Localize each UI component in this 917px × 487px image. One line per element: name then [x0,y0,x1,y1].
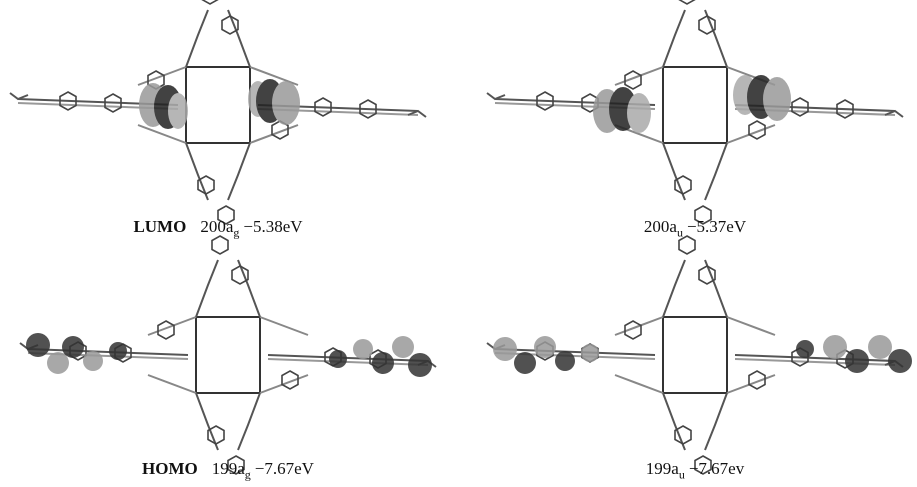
caption: HOMO 199ag −7.67eV [142,459,314,482]
orbital-name: HOMO [142,459,198,478]
label: 199a [212,459,245,478]
caption: 199au −7.67ev [646,459,744,482]
orbital-images [0,0,917,487]
energy: −7.67ev [689,459,744,478]
energy: −5.38eV [243,217,302,236]
symmetry: u [679,467,685,481]
molecule [10,0,426,224]
energy: −7.67eV [255,459,314,478]
figure: LUMO200ag−5.38eV 200au−5.37eV HOMO199ag−… [0,0,917,487]
molecule [487,0,903,224]
energy: −5.37eV [687,217,746,236]
symmetry: g [245,467,251,481]
symmetry: u [677,225,683,239]
molecule [487,236,912,474]
label: 199a [646,459,679,478]
orbital-name: LUMO [133,217,186,236]
caption: LUMO 200ag −5.38eV [133,217,302,240]
molecule [20,236,436,474]
label: 200a [200,217,233,236]
label: 200a [644,217,677,236]
symmetry: g [233,225,239,239]
caption: 200au −5.37eV [644,217,746,240]
